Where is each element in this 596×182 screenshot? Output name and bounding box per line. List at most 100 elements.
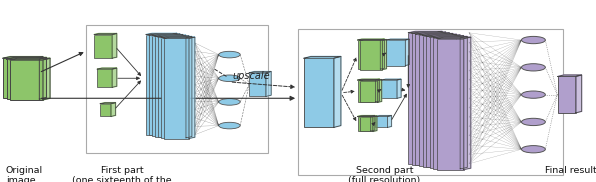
- Polygon shape: [359, 39, 386, 40]
- Polygon shape: [375, 79, 380, 102]
- Polygon shape: [171, 33, 177, 135]
- Polygon shape: [442, 33, 449, 165]
- Polygon shape: [380, 39, 384, 69]
- Polygon shape: [433, 36, 467, 38]
- Polygon shape: [149, 34, 180, 35]
- Bar: [164, 38, 189, 139]
- Polygon shape: [43, 58, 50, 100]
- Polygon shape: [152, 35, 183, 36]
- Polygon shape: [397, 79, 401, 98]
- Polygon shape: [457, 36, 464, 168]
- Text: upscale: upscale: [232, 72, 270, 81]
- Polygon shape: [7, 58, 46, 59]
- Bar: [415, 34, 442, 165]
- Bar: [94, 35, 112, 58]
- Polygon shape: [10, 58, 50, 60]
- Bar: [358, 116, 371, 131]
- Polygon shape: [405, 39, 409, 66]
- Polygon shape: [359, 116, 377, 117]
- Polygon shape: [161, 36, 192, 38]
- Text: First part
(one sixteenth of the
original resolution): First part (one sixteenth of the origina…: [72, 166, 172, 182]
- Bar: [10, 60, 43, 100]
- Polygon shape: [304, 56, 341, 58]
- Polygon shape: [408, 31, 442, 33]
- Polygon shape: [423, 34, 457, 36]
- Polygon shape: [387, 116, 392, 127]
- Polygon shape: [437, 37, 471, 39]
- Bar: [358, 40, 380, 69]
- Circle shape: [522, 146, 545, 153]
- Polygon shape: [155, 35, 186, 36]
- Polygon shape: [334, 56, 341, 127]
- Polygon shape: [177, 35, 183, 136]
- Circle shape: [522, 91, 545, 98]
- Circle shape: [219, 99, 240, 105]
- Polygon shape: [371, 116, 375, 131]
- Circle shape: [522, 118, 545, 126]
- Bar: [558, 76, 576, 113]
- Polygon shape: [358, 79, 380, 80]
- Polygon shape: [39, 58, 46, 99]
- Polygon shape: [430, 36, 464, 37]
- Bar: [433, 38, 460, 169]
- Circle shape: [522, 64, 545, 71]
- Polygon shape: [358, 39, 384, 40]
- Bar: [146, 35, 171, 135]
- Polygon shape: [180, 35, 186, 136]
- Text: Final result: Final result: [545, 166, 596, 175]
- Bar: [7, 59, 39, 99]
- Polygon shape: [97, 68, 117, 69]
- Polygon shape: [558, 75, 582, 76]
- Polygon shape: [186, 36, 192, 138]
- Bar: [97, 69, 112, 87]
- Polygon shape: [378, 80, 381, 102]
- Bar: [359, 40, 383, 70]
- Polygon shape: [174, 34, 180, 135]
- Bar: [437, 39, 464, 170]
- Bar: [304, 58, 334, 127]
- Bar: [381, 80, 397, 98]
- Polygon shape: [412, 32, 446, 33]
- Polygon shape: [435, 31, 442, 164]
- Polygon shape: [419, 33, 453, 35]
- Polygon shape: [36, 57, 43, 98]
- Polygon shape: [386, 39, 409, 40]
- Bar: [412, 33, 439, 165]
- Polygon shape: [383, 39, 386, 70]
- Polygon shape: [112, 68, 117, 87]
- Bar: [249, 73, 266, 96]
- Circle shape: [522, 36, 545, 44]
- Polygon shape: [446, 33, 453, 166]
- Bar: [155, 36, 180, 136]
- Polygon shape: [94, 33, 117, 35]
- Circle shape: [219, 75, 240, 82]
- Bar: [430, 37, 457, 168]
- Bar: [426, 36, 453, 167]
- Polygon shape: [189, 37, 195, 139]
- Circle shape: [219, 51, 240, 58]
- Polygon shape: [249, 72, 271, 73]
- Bar: [298, 29, 563, 175]
- Bar: [149, 35, 174, 135]
- Bar: [419, 35, 446, 166]
- Polygon shape: [415, 33, 449, 34]
- Polygon shape: [111, 103, 116, 116]
- Text: Second part
(full resolution): Second part (full resolution): [348, 166, 421, 182]
- Bar: [358, 80, 375, 102]
- Polygon shape: [158, 36, 189, 37]
- Bar: [161, 38, 186, 138]
- Polygon shape: [146, 33, 177, 35]
- Bar: [375, 116, 387, 127]
- Polygon shape: [460, 36, 467, 169]
- Bar: [3, 58, 36, 98]
- Bar: [158, 37, 183, 137]
- Polygon shape: [164, 37, 195, 38]
- Polygon shape: [3, 57, 43, 58]
- Polygon shape: [576, 75, 582, 113]
- Bar: [86, 25, 268, 153]
- Polygon shape: [266, 72, 271, 96]
- Polygon shape: [100, 103, 116, 104]
- Polygon shape: [453, 35, 460, 167]
- Polygon shape: [426, 35, 460, 36]
- Circle shape: [219, 122, 240, 129]
